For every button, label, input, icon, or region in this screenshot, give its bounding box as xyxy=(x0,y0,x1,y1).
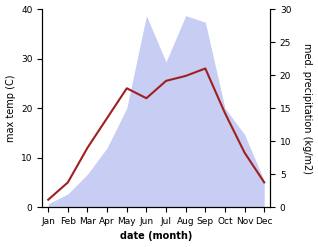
Y-axis label: max temp (C): max temp (C) xyxy=(5,74,16,142)
Y-axis label: med. precipitation (kg/m2): med. precipitation (kg/m2) xyxy=(302,43,313,174)
X-axis label: date (month): date (month) xyxy=(120,231,192,242)
